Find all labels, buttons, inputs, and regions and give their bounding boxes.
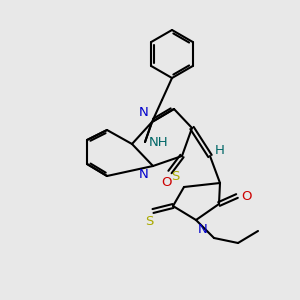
Text: S: S (172, 170, 180, 183)
Text: N: N (138, 168, 148, 181)
Text: S: S (145, 215, 153, 228)
Text: N: N (139, 106, 149, 119)
Text: O: O (161, 176, 171, 189)
Text: NH: NH (149, 136, 169, 148)
Text: H: H (215, 145, 225, 158)
Text: O: O (241, 190, 251, 202)
Text: N: N (198, 223, 208, 236)
